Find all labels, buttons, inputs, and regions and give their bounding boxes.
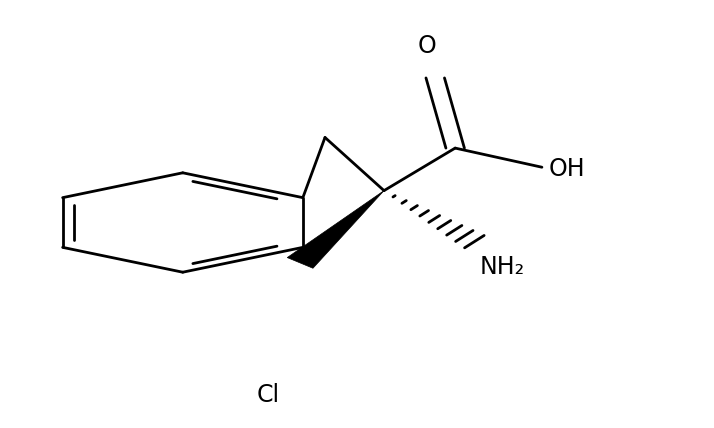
Text: NH₂: NH₂ (479, 255, 525, 279)
Text: OH: OH (549, 158, 585, 181)
Polygon shape (287, 190, 384, 268)
Text: O: O (417, 34, 436, 58)
Text: Cl: Cl (256, 383, 280, 407)
